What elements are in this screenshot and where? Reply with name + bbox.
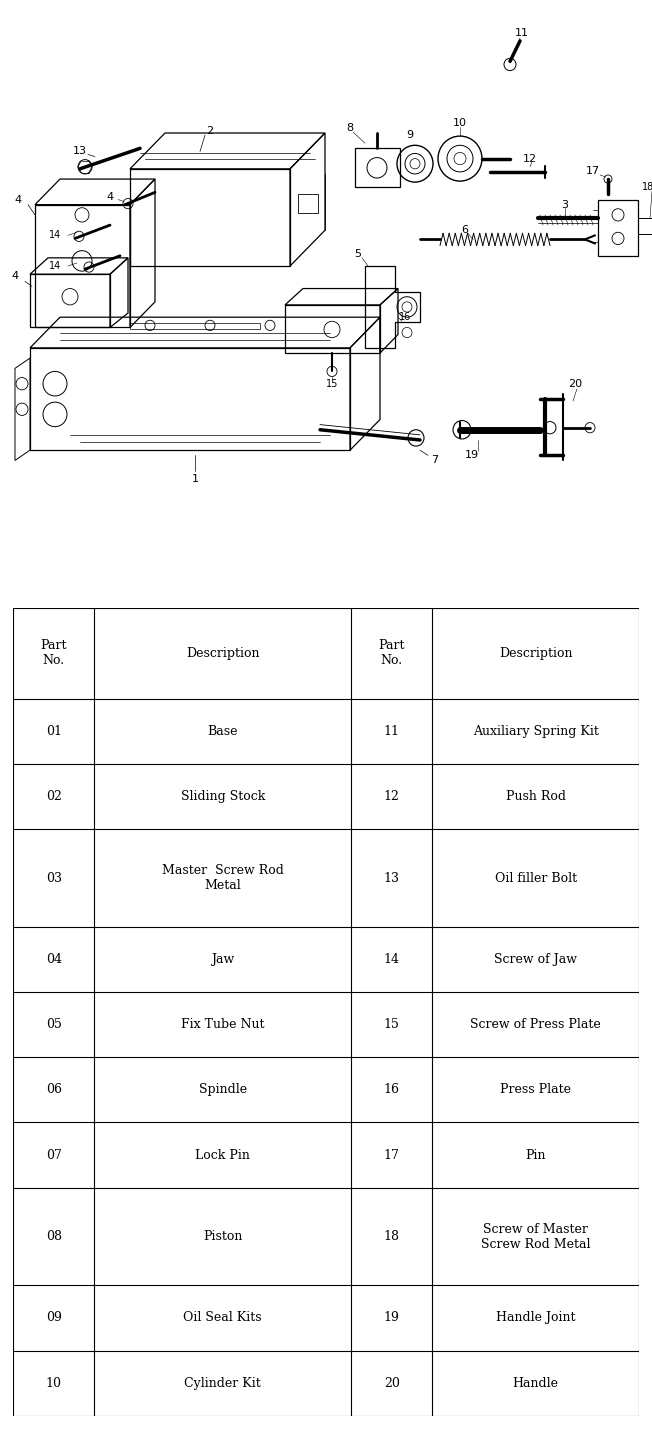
Text: Piston: Piston (203, 1230, 243, 1243)
Text: Description: Description (499, 646, 572, 659)
Text: 6: 6 (462, 225, 469, 235)
Text: 7: 7 (432, 455, 439, 465)
Text: Handle: Handle (512, 1377, 559, 1390)
Text: 3: 3 (561, 200, 569, 210)
Text: 8: 8 (346, 123, 353, 133)
Text: 4: 4 (14, 194, 22, 204)
Text: 19: 19 (465, 450, 479, 460)
Text: Description: Description (186, 646, 259, 659)
Text: 03: 03 (46, 872, 62, 885)
Text: Part
No.: Part No. (378, 639, 405, 668)
Text: 16: 16 (384, 1084, 400, 1097)
Bar (598, 200, 638, 256)
Text: Oil filler Bolt: Oil filler Bolt (495, 872, 577, 885)
Text: 13: 13 (384, 872, 400, 885)
Text: 12: 12 (523, 153, 537, 163)
Bar (355, 149, 400, 187)
Text: 02: 02 (46, 791, 62, 804)
Text: 5: 5 (355, 249, 361, 259)
Text: Screw of Master
Screw Rod Metal: Screw of Master Screw Rod Metal (481, 1223, 591, 1250)
Text: 14: 14 (49, 230, 61, 240)
Text: Handle Joint: Handle Joint (496, 1311, 576, 1324)
Text: Lock Pin: Lock Pin (196, 1148, 250, 1161)
Text: 20: 20 (384, 1377, 400, 1390)
Text: 04: 04 (46, 954, 62, 967)
Text: 1: 1 (192, 473, 198, 483)
Text: 14: 14 (384, 954, 400, 967)
Text: 09: 09 (46, 1311, 62, 1324)
Text: 10: 10 (453, 117, 467, 127)
Text: 4: 4 (12, 272, 18, 282)
Text: Oil Seal Kits: Oil Seal Kits (183, 1311, 262, 1324)
Text: 17: 17 (384, 1148, 400, 1161)
Text: Cylinder Kit: Cylinder Kit (185, 1377, 261, 1390)
Text: 18: 18 (384, 1230, 400, 1243)
Text: 19: 19 (384, 1311, 400, 1324)
Text: 20: 20 (568, 379, 582, 389)
Text: 2: 2 (207, 126, 214, 136)
Text: 06: 06 (46, 1084, 62, 1097)
Text: Part
No.: Part No. (40, 639, 67, 668)
Text: 16: 16 (399, 312, 411, 322)
Text: 08: 08 (46, 1230, 62, 1243)
Text: Fix Tube Nut: Fix Tube Nut (181, 1018, 265, 1031)
Text: 17: 17 (586, 166, 600, 176)
Text: 01: 01 (46, 725, 62, 738)
Text: 07: 07 (46, 1148, 62, 1161)
Text: Sliding Stock: Sliding Stock (181, 791, 265, 804)
Text: 10: 10 (46, 1377, 62, 1390)
Text: Push Rod: Push Rod (506, 791, 566, 804)
Text: 11: 11 (515, 27, 529, 37)
Text: Press Plate: Press Plate (500, 1084, 571, 1097)
Text: 11: 11 (384, 725, 400, 738)
Text: 12: 12 (384, 791, 400, 804)
Text: Jaw: Jaw (211, 954, 234, 967)
Text: 14: 14 (49, 262, 61, 272)
Text: Master  Screw Rod
Metal: Master Screw Rod Metal (162, 864, 284, 892)
Text: 13: 13 (73, 146, 87, 156)
Text: 15: 15 (326, 379, 338, 389)
Text: Pin: Pin (526, 1148, 546, 1161)
Text: Auxiliary Spring Kit: Auxiliary Spring Kit (473, 725, 599, 738)
Text: 4: 4 (106, 193, 113, 203)
Text: 05: 05 (46, 1018, 62, 1031)
Text: Screw of Press Plate: Screw of Press Plate (470, 1018, 601, 1031)
Text: 18: 18 (642, 182, 652, 192)
Text: 9: 9 (406, 130, 413, 140)
Text: Base: Base (207, 725, 238, 738)
Bar (298, 194, 318, 213)
Bar (638, 217, 652, 235)
Text: Screw of Jaw: Screw of Jaw (494, 954, 577, 967)
Text: Spindle: Spindle (199, 1084, 247, 1097)
Text: 15: 15 (384, 1018, 400, 1031)
